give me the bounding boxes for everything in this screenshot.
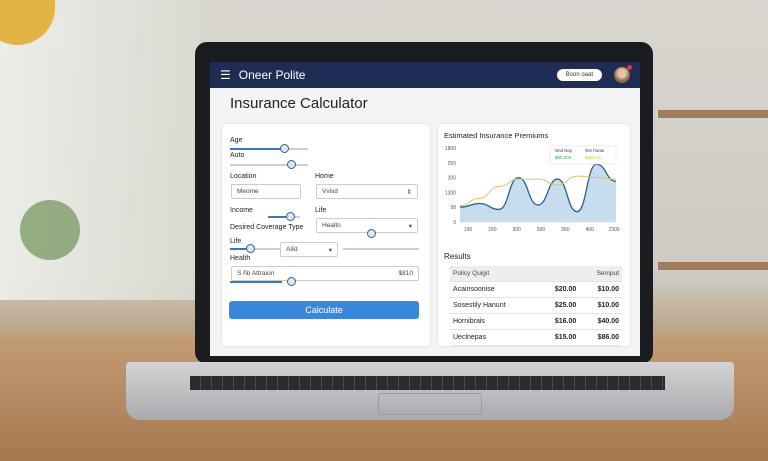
x-tick-label: 290	[488, 227, 497, 233]
table-cell: $10.00	[579, 281, 622, 298]
column-header	[538, 266, 580, 282]
table-row: Ueclnepas $15.00 $86.00	[450, 329, 622, 346]
chart-title: Estimated Insurance Premiums	[444, 131, 549, 140]
shelf	[658, 262, 768, 270]
laptop-screen: ☰ Oneer Polite Boon oaat Insurance Calcu…	[210, 62, 640, 356]
auto-label: Auto	[230, 152, 245, 159]
table-cell: $25.00	[538, 297, 580, 314]
results-table: Policy Quigit Semput Acainsoonise $20.00 $10…	[450, 266, 622, 346]
series-area	[460, 164, 616, 222]
y-tick-label: 0	[453, 220, 456, 226]
health-input-value: S ñb Attraion	[237, 270, 275, 277]
x-tick-label: 190	[464, 227, 473, 233]
avatar[interactable]	[614, 65, 632, 83]
series-line	[459, 175, 617, 207]
table-cell: $20.00	[538, 281, 580, 298]
table-cell: $15.00	[538, 329, 580, 346]
health-input[interactable]: S ñb Attraion $810	[231, 266, 419, 281]
life2-select[interactable]: A8d ▾	[280, 242, 338, 257]
chevron-down-icon: ▾	[408, 223, 412, 230]
age-label: Age	[230, 137, 243, 144]
x-tick-label: 360	[561, 227, 570, 233]
series-line	[459, 163, 617, 213]
home-select[interactable]: Vvisd ⇕	[316, 184, 418, 199]
income-label: Income	[230, 207, 253, 214]
table-cell: Acainsoonise	[450, 281, 539, 298]
calculate-button[interactable]: Calculate	[229, 301, 419, 319]
results-card: Estimated Insurance Premiums 1800 250 200 1…	[438, 124, 630, 346]
health-amount: $810	[398, 270, 413, 277]
window-background	[0, 0, 200, 300]
table-cell: $16.00	[538, 313, 580, 330]
legend-box	[549, 145, 617, 165]
navbar: ☰ Oneer Polite Boon oaat	[210, 62, 640, 88]
location-label: Location	[230, 173, 257, 180]
shelf	[658, 110, 768, 118]
y-tick-label: 200	[448, 176, 457, 182]
life-label: Life	[315, 207, 327, 214]
x-tick-label: 500	[537, 227, 546, 233]
hamburger-icon[interactable]: ☰	[220, 68, 231, 82]
legend-value: $55.00n	[555, 155, 572, 160]
trackpad	[378, 393, 482, 415]
life2-select-value: A8d	[286, 246, 298, 253]
y-tick-label: 50	[450, 205, 456, 211]
y-tick-label: 1800	[445, 146, 456, 152]
results-title: Results	[444, 252, 471, 261]
table-cell: Ueclnepas	[450, 329, 539, 346]
legend-value: $ddu.nn	[585, 155, 602, 160]
health-slider[interactable]	[230, 277, 300, 286]
home-select-value: Vvisd	[322, 188, 338, 195]
y-tick-label: 250	[448, 161, 457, 167]
column-header: Policy Quigit	[450, 266, 539, 282]
plant	[20, 200, 80, 260]
page-title: Insurance Calculator	[230, 95, 368, 112]
x-tick-label: 300	[512, 227, 521, 233]
table-cell: Hornibrais	[450, 313, 539, 330]
table-cell: $10.00	[579, 297, 622, 314]
x-tick-label: 400	[585, 227, 594, 233]
table-cell: Sosestily Hanunt	[450, 297, 539, 314]
life2-slider[interactable]	[230, 244, 288, 253]
nav-button[interactable]: Boon oaat	[556, 69, 602, 81]
table-cell: $86.00	[579, 329, 622, 346]
table-row: Hornibrais $16.00 $40.00	[450, 313, 622, 330]
life2-label: Life	[230, 238, 242, 245]
health-label: Health	[230, 255, 251, 262]
income-slider[interactable]	[268, 212, 300, 221]
laptop-base	[126, 362, 734, 420]
table-row: Acainsoonise $20.00 $10.00	[450, 281, 622, 298]
x-tick-label: 2300	[608, 227, 619, 233]
life-select-value: Healtn	[322, 222, 341, 229]
coverage-label: Desired Coverage Type	[230, 224, 304, 231]
age-slider[interactable]	[230, 144, 308, 153]
legend-name: Snd Noy	[555, 148, 573, 153]
legend-name: Sre hoow	[585, 148, 605, 153]
location-input[interactable]: Meome	[231, 184, 301, 199]
y-tick-label: 1200	[445, 190, 456, 196]
table-cell: $40.00	[579, 313, 622, 330]
chevron-down-icon: ▾	[328, 247, 332, 254]
divider-slider	[343, 248, 419, 250]
sort-icon: ⇕	[406, 189, 412, 196]
table-row: Sosestily Hanunt $25.00 $10.00	[450, 297, 622, 314]
column-header: Semput	[579, 266, 622, 282]
life-slider-knob[interactable]	[362, 229, 382, 238]
keyboard	[190, 376, 665, 390]
auto-slider[interactable]	[230, 160, 308, 169]
brand: Oneer Polite	[238, 68, 306, 82]
notification-badge	[627, 65, 632, 70]
home-label: Home	[315, 173, 334, 180]
